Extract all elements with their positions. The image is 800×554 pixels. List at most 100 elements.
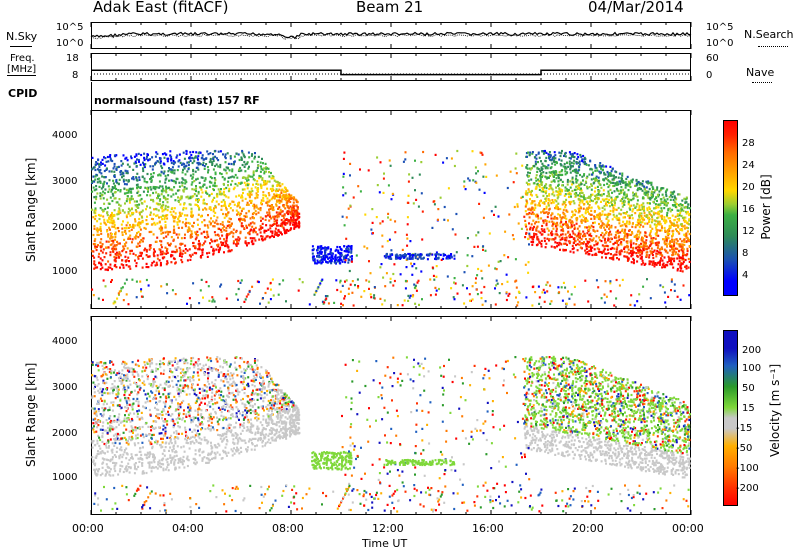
power-cell — [645, 191, 648, 194]
power-cell — [636, 202, 639, 205]
power-cell — [597, 198, 600, 201]
power-cell — [553, 179, 556, 182]
power-cell — [232, 228, 235, 231]
power-cell — [109, 154, 112, 157]
power-cell — [102, 248, 105, 251]
power-cell — [142, 163, 145, 166]
power-cell — [350, 251, 353, 254]
power-cell — [555, 204, 558, 207]
power-cell — [685, 267, 688, 270]
power-cell — [227, 180, 230, 183]
power-cell — [549, 174, 551, 177]
power-cell — [183, 188, 186, 191]
power-cell — [542, 209, 545, 212]
power-cell — [298, 278, 301, 281]
power-cell — [598, 170, 601, 173]
power-cell — [251, 237, 254, 240]
power-cell — [267, 167, 270, 170]
power-cell — [566, 231, 569, 234]
power-cell — [601, 231, 604, 235]
power-cell — [501, 283, 504, 286]
power-cell — [196, 218, 199, 221]
power-cell — [109, 232, 112, 235]
power-cell — [206, 192, 209, 195]
power-cell — [253, 207, 256, 210]
power-cell — [680, 224, 683, 228]
power-cell — [448, 254, 451, 257]
power-cell — [420, 253, 423, 256]
power-cell — [176, 177, 179, 181]
power-cell — [228, 226, 231, 229]
power-cell — [135, 154, 138, 157]
power-cell — [330, 254, 333, 257]
power-cell — [405, 233, 408, 236]
power-cell — [528, 234, 531, 237]
power-cell — [274, 227, 277, 230]
power-cell — [116, 201, 119, 204]
power-cell — [678, 219, 681, 222]
power-cell — [117, 165, 120, 168]
power-cell — [102, 184, 105, 187]
power-cell — [248, 223, 250, 226]
power-cell — [183, 203, 185, 206]
power-cell — [588, 241, 591, 244]
power-cell — [195, 187, 198, 190]
power-cell — [689, 207, 691, 210]
power-cell — [256, 188, 259, 191]
power-cell — [225, 172, 228, 175]
power-cell — [551, 193, 554, 196]
power-cell — [687, 239, 690, 242]
power-cell — [116, 181, 119, 184]
power-cell — [603, 171, 606, 174]
power-cell — [116, 240, 119, 243]
power-cell — [349, 174, 351, 177]
power-cell — [578, 234, 581, 237]
power-cell — [526, 167, 529, 170]
power-cb-tick-12: 12 — [742, 226, 755, 237]
power-cell — [236, 176, 239, 179]
power-cell — [162, 231, 164, 234]
power-cell — [135, 262, 138, 265]
power-cell — [269, 230, 272, 233]
power-cell — [527, 171, 529, 174]
power-cell — [584, 180, 587, 183]
power-cell — [398, 256, 401, 259]
power-cell — [570, 195, 572, 198]
power-cell — [192, 157, 195, 160]
power-cell — [548, 199, 551, 202]
power-cell — [544, 149, 546, 153]
power-cell — [547, 204, 550, 207]
power-cell — [611, 178, 614, 181]
power-cell — [113, 197, 116, 200]
power-cell — [182, 168, 184, 171]
power-cell — [625, 183, 627, 186]
power-cell — [259, 231, 262, 234]
power-cell — [394, 254, 397, 257]
power-cell — [220, 243, 223, 247]
power-cell — [289, 212, 292, 215]
power-cell — [243, 219, 246, 222]
power-cell — [574, 210, 577, 213]
power-cell — [682, 257, 685, 260]
power-cell — [409, 294, 412, 297]
power-cell — [613, 190, 616, 193]
power-cell — [660, 210, 663, 213]
power-cell — [114, 184, 117, 187]
power-cell — [291, 212, 294, 215]
power-cell — [590, 206, 593, 209]
power-cell — [96, 168, 99, 171]
power-cell — [230, 231, 233, 234]
power-cell — [223, 251, 225, 254]
power-cell — [565, 172, 568, 175]
power-cell — [541, 186, 544, 189]
power-cell — [574, 240, 577, 243]
power-cell — [99, 222, 102, 225]
power-cell — [237, 202, 239, 205]
power-cell — [115, 187, 118, 190]
power-cell — [450, 256, 453, 259]
power-cell — [192, 225, 195, 228]
power-cell — [543, 165, 546, 168]
power-cell — [119, 211, 122, 214]
power-cell — [176, 250, 179, 253]
power-cell — [194, 231, 197, 234]
